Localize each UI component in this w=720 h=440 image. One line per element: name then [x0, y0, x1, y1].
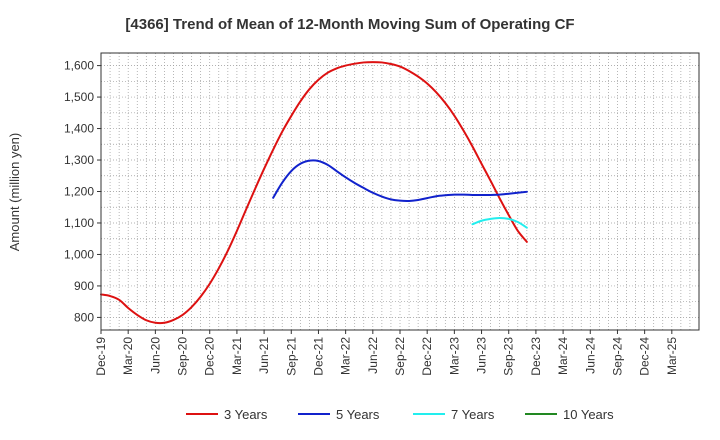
x-tick-label: Dec-24 — [638, 337, 652, 376]
y-tick-label: 1,000 — [64, 247, 94, 261]
y-tick-label: 1,200 — [64, 185, 94, 199]
x-tick-label: Mar-23 — [447, 337, 461, 375]
grid — [101, 53, 699, 330]
x-tick-label: Sep-23 — [502, 337, 516, 376]
chart-title: [4366] Trend of Mean of 12-Month Moving … — [125, 16, 574, 33]
y-axis-label: Amount (million yen) — [7, 133, 22, 252]
x-tick-label: Dec-23 — [529, 337, 543, 376]
x-tick-label: Mar-20 — [121, 337, 135, 375]
legend-label-3-years: 3 Years — [224, 407, 268, 422]
y-tick-label: 800 — [74, 310, 94, 324]
legend-label-7-years: 7 Years — [451, 407, 495, 422]
series-line-5-years — [272, 159, 528, 202]
x-tick-label: Sep-22 — [393, 337, 407, 376]
series-group — [100, 61, 528, 325]
x-tick-label: Dec-20 — [203, 337, 217, 376]
legend-label-10-years: 10 Years — [563, 407, 614, 422]
x-tick-label: Dec-22 — [420, 337, 434, 376]
x-tick-label: Sep-21 — [284, 337, 298, 376]
y-tick-label: 1,500 — [64, 90, 94, 104]
series-line-7-years — [471, 216, 528, 229]
x-tick-label: Mar-22 — [339, 337, 353, 375]
x-tick-label: Sep-24 — [610, 337, 624, 376]
x-tick-label: Jun-24 — [583, 337, 597, 374]
y-tick-label: 1,400 — [64, 122, 94, 136]
y-axis: 800 900 1,000 1,100 1,200 1,300 1,400 1,500 1,60… — [64, 59, 101, 324]
x-tick-label: Jun-22 — [366, 337, 380, 374]
x-tick-label: Sep-20 — [176, 337, 190, 376]
x-tick-label: Jun-20 — [148, 337, 162, 374]
y-tick-label: 1,100 — [64, 216, 94, 230]
y-tick-label: 900 — [74, 279, 94, 293]
series-line-3-years — [100, 61, 528, 325]
x-tick-label: Jun-21 — [257, 337, 271, 374]
x-tick-label: Dec-21 — [311, 337, 325, 376]
x-tick-label: Mar-21 — [230, 337, 244, 375]
y-tick-label: 1,300 — [64, 153, 94, 167]
x-tick-label: Mar-25 — [665, 337, 679, 375]
y-tick-label: 1,600 — [64, 59, 94, 73]
x-tick-label: Dec-19 — [94, 337, 108, 376]
legend: 3 Years 5 Years 7 Years 10 Years — [186, 407, 614, 422]
legend-label-5-years: 5 Years — [336, 407, 380, 422]
x-axis: Dec-19 Mar-20 Jun-20 Sep-20 Dec-20 Mar-21 Jun-… — [94, 330, 679, 376]
x-tick-label: Mar-24 — [556, 337, 570, 375]
x-tick-label: Jun-23 — [475, 337, 489, 374]
